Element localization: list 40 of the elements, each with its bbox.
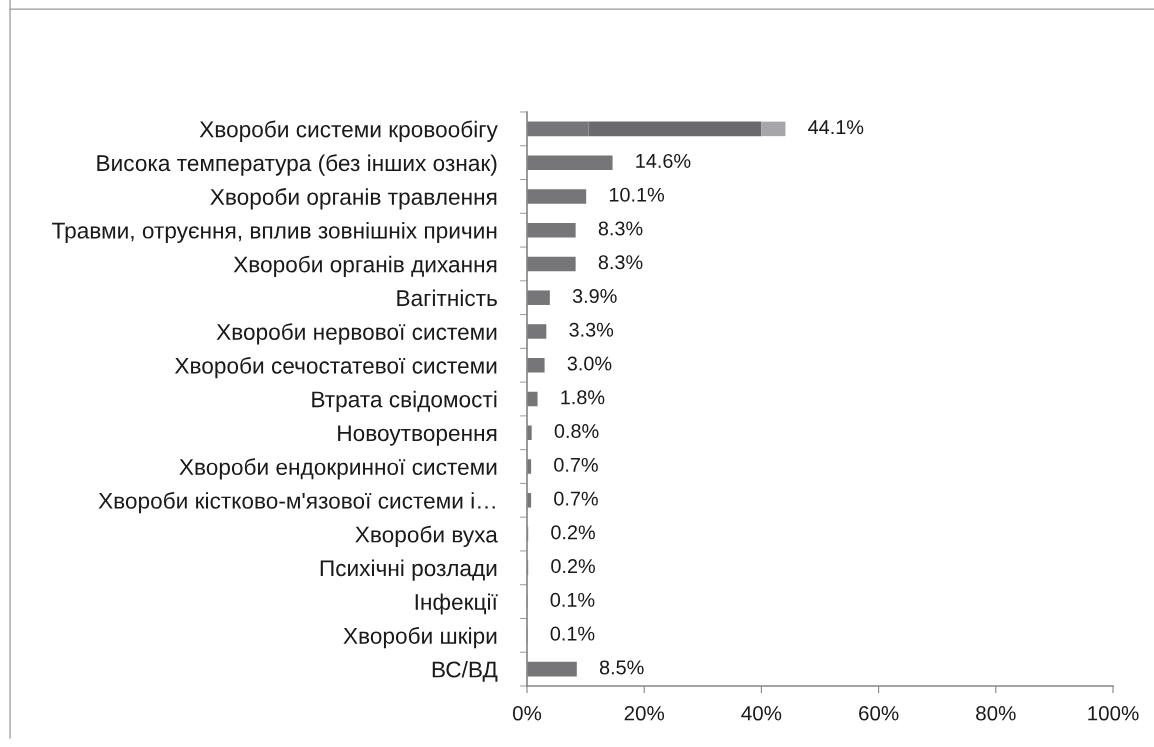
total-label: 8.3%	[598, 221, 643, 236]
total-label: 3.3%	[569, 322, 614, 337]
y-tick-label: Хвороби сечостатевої системи	[174, 356, 497, 379]
y-tick-label: Хвороби органів травлення	[210, 188, 497, 210]
x-tick-label: 20%	[624, 705, 665, 721]
y-tick-label: Хвороби органів дихання	[233, 255, 497, 277]
total-label: 44.1%	[808, 120, 864, 135]
y-tick-label: Психічні розлади	[320, 559, 497, 581]
total-label: 0.7%	[554, 457, 598, 472]
y-tick-label: Хвороби вуха	[355, 525, 498, 548]
total-label: 8.5%	[599, 660, 644, 675]
total-label: 0.2%	[551, 559, 595, 574]
x-tick-label: 0%	[512, 705, 542, 721]
y-tick-label: Хвороби шкіри	[343, 627, 497, 649]
total-label: 0.1%	[550, 626, 595, 641]
total-label: 3.0%	[567, 356, 612, 371]
y-tick-label: Вагітність	[397, 289, 497, 307]
y-tick-label: Хвороби ендокринної системи	[179, 458, 497, 480]
total-label: 8.3%	[598, 255, 643, 270]
total-label: 0.2%	[551, 525, 595, 540]
y-tick-label: Травми, отруєння, вплив зовнішніх причин	[52, 221, 497, 244]
y-tick-label: Втрата свідомості	[312, 390, 497, 412]
total-label: 0.8%	[554, 424, 599, 439]
x-tick-label: 60%	[859, 705, 899, 721]
x-tick-label: 100%	[1088, 705, 1139, 721]
total-label: 10.1%	[609, 187, 665, 202]
total-label: 3.9%	[572, 288, 617, 304]
x-tick-label: 80%	[976, 705, 1016, 721]
total-label: 14.6%	[636, 153, 691, 168]
total-label: 0.1%	[550, 592, 595, 607]
x-tick-label: 40%	[741, 705, 782, 721]
y-tick-label: Хвороби кістково-м'язової системи і…	[98, 491, 495, 514]
y-tick-label: ВС/ВД	[432, 660, 498, 682]
y-tick-label: Хвороби системи кровообігу	[199, 120, 498, 142]
y-tick-label: Інфекції	[415, 593, 498, 615]
y-tick-label: Висока температура (без інших ознак)	[97, 154, 497, 176]
y-tick-label: Новоутворення	[338, 425, 497, 446]
total-label: 1.8%	[561, 390, 605, 405]
total-label: 0.7%	[554, 491, 598, 506]
y-tick-label: Хвороби нервової системи	[216, 323, 497, 345]
